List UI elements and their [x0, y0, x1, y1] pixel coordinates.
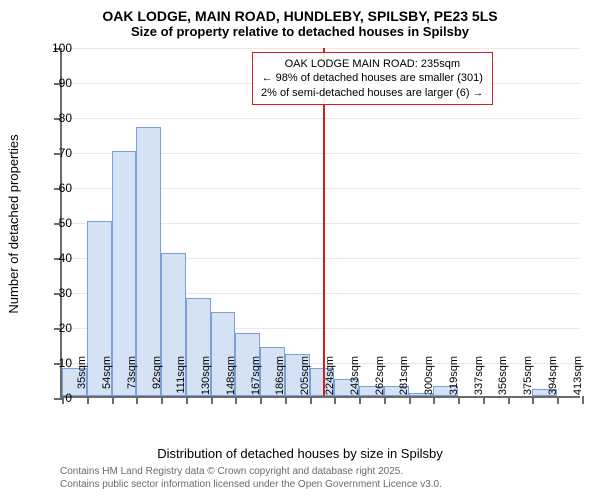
y-tick-label: 0: [32, 391, 72, 405]
x-tick: [186, 396, 188, 404]
chart-plot-area: OAK LODGE MAIN ROAD: 235sqm← 98% of deta…: [60, 48, 580, 398]
x-tick: [557, 396, 559, 404]
annotation-box: OAK LODGE MAIN ROAD: 235sqm← 98% of deta…: [252, 52, 493, 105]
y-tick-label: 40: [32, 251, 72, 265]
x-tick: [310, 396, 312, 404]
x-tick-label: 92sqm: [151, 356, 163, 389]
x-tick-label: 130sqm: [200, 356, 212, 395]
x-tick-label: 375sqm: [522, 356, 534, 395]
x-tick: [211, 396, 213, 404]
x-tick-label: 148sqm: [225, 356, 237, 395]
y-tick-label: 10: [32, 356, 72, 370]
attribution-text: Contains HM Land Registry data © Crown c…: [60, 465, 442, 491]
x-tick: [409, 396, 411, 404]
x-tick: [582, 396, 584, 404]
x-tick: [483, 396, 485, 404]
chart-title-sub: Size of property relative to detached ho…: [0, 24, 600, 43]
y-tick-label: 80: [32, 111, 72, 125]
gridline: [62, 118, 580, 119]
x-tick: [260, 396, 262, 404]
x-tick: [285, 396, 287, 404]
x-tick: [87, 396, 89, 404]
gridline: [62, 48, 580, 49]
x-tick-label: 224sqm: [324, 356, 336, 395]
y-axis-title: Number of detached properties: [6, 134, 21, 313]
x-tick: [359, 396, 361, 404]
x-tick-label: 413sqm: [572, 356, 584, 395]
y-tick-label: 50: [32, 216, 72, 230]
x-tick-label: 281sqm: [398, 356, 410, 395]
x-tick: [532, 396, 534, 404]
x-tick: [112, 396, 114, 404]
x-tick-label: 300sqm: [423, 356, 435, 395]
x-tick-label: 394sqm: [547, 356, 559, 395]
x-tick-label: 262sqm: [374, 356, 386, 395]
y-tick-label: 70: [32, 146, 72, 160]
x-tick-label: 73sqm: [126, 356, 138, 389]
x-tick-label: 337sqm: [473, 356, 485, 395]
x-axis-title: Distribution of detached houses by size …: [0, 446, 600, 461]
x-tick-label: 186sqm: [274, 356, 286, 395]
x-tick: [334, 396, 336, 404]
x-tick: [161, 396, 163, 404]
y-tick-label: 20: [32, 321, 72, 335]
y-tick-label: 60: [32, 181, 72, 195]
annotation-line: ← 98% of detached houses are smaller (30…: [261, 71, 484, 85]
x-tick: [433, 396, 435, 404]
x-tick-label: 167sqm: [250, 356, 262, 395]
annotation-line: OAK LODGE MAIN ROAD: 235sqm: [261, 57, 484, 71]
x-tick-label: 356sqm: [497, 356, 509, 395]
x-tick-label: 35sqm: [76, 356, 88, 389]
x-tick: [508, 396, 510, 404]
x-tick: [136, 396, 138, 404]
x-tick-label: 319sqm: [448, 356, 460, 395]
y-tick-label: 100: [32, 41, 72, 55]
x-tick-label: 243sqm: [349, 356, 361, 395]
x-tick: [235, 396, 237, 404]
annotation-line: 2% of semi-detached houses are larger (6…: [261, 86, 484, 100]
attribution-line: Contains public sector information licen…: [60, 478, 442, 491]
x-tick-label: 111sqm: [175, 356, 187, 394]
chart-title-main: OAK LODGE, MAIN ROAD, HUNDLEBY, SPILSBY,…: [0, 0, 600, 24]
x-tick: [384, 396, 386, 404]
x-tick-label: 54sqm: [101, 356, 113, 389]
x-tick-label: 205sqm: [299, 356, 311, 395]
x-tick: [458, 396, 460, 404]
y-tick-label: 30: [32, 286, 72, 300]
y-tick-label: 90: [32, 76, 72, 90]
attribution-line: Contains HM Land Registry data © Crown c…: [60, 465, 442, 478]
